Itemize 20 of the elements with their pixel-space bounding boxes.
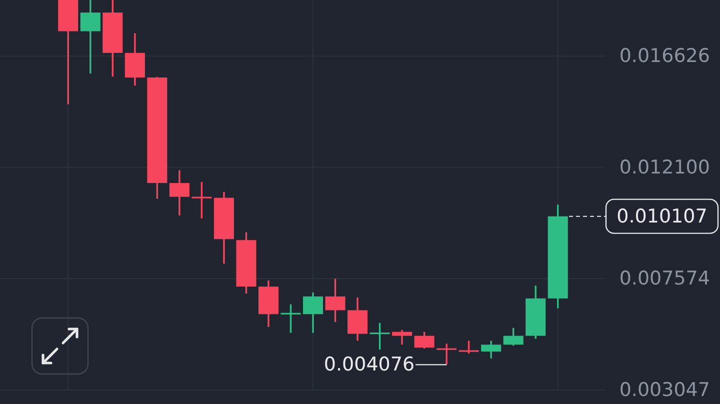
candlestick: [458, 340, 479, 354]
candlestick: [80, 0, 100, 74]
y-tick-label: 0.007574: [619, 268, 710, 290]
candlestick: [169, 169, 190, 216]
candlestick: [414, 331, 434, 350]
candlestick: [192, 181, 212, 220]
candlestick: [370, 322, 390, 350]
y-tick-label: 0.003047: [619, 379, 710, 401]
candlestick: [302, 292, 324, 334]
y-tick-label: 0.012100: [619, 156, 710, 178]
annotation: 0.004076: [324, 354, 415, 376]
candlestick: [280, 303, 301, 334]
candlestick: [481, 340, 502, 360]
candlestick: [348, 296, 368, 342]
ref-line-label: 0.010107: [616, 205, 708, 228]
candlestick: [392, 329, 412, 346]
y-tick-label: 0.016626: [619, 44, 710, 67]
candlestick: [325, 278, 346, 323]
candlestick: [503, 327, 524, 346]
candlestick: [436, 342, 457, 366]
